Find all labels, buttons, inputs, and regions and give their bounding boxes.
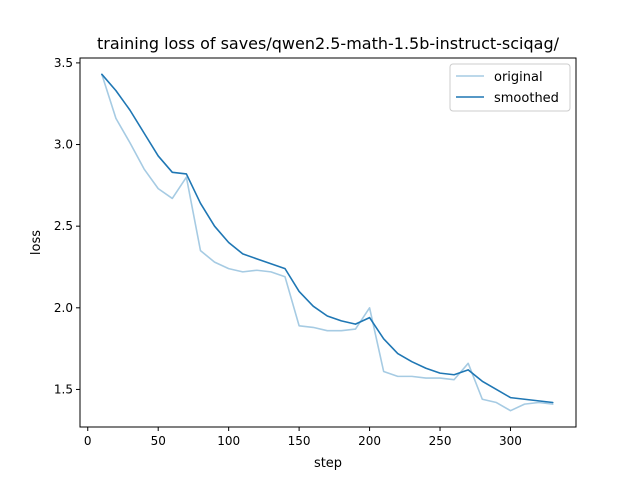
- series-line-original: [101, 73, 554, 412]
- data-point-original: [242, 271, 244, 273]
- data-point-smoothed: [171, 171, 173, 173]
- data-point-original: [284, 276, 286, 278]
- data-point-smoothed: [101, 73, 103, 75]
- y-tick-label: 3.5: [54, 56, 73, 70]
- data-point-smoothed: [397, 353, 399, 355]
- data-point-original: [228, 268, 230, 270]
- x-tick-label: 100: [217, 434, 240, 448]
- data-point-original: [552, 403, 554, 405]
- data-point-smoothed: [453, 374, 455, 376]
- y-tick-label: 3.0: [54, 138, 73, 152]
- data-point-smoothed: [228, 242, 230, 244]
- data-point-smoothed: [129, 109, 131, 111]
- plot-area: [80, 58, 576, 427]
- x-tick-label: 250: [429, 434, 452, 448]
- y-tick-label: 2.0: [54, 301, 73, 315]
- data-point-original: [425, 377, 427, 379]
- data-point-smoothed: [298, 291, 300, 293]
- data-point-original: [326, 330, 328, 332]
- data-point-smoothed: [383, 338, 385, 340]
- data-point-smoothed: [157, 155, 159, 157]
- x-tick-label: 150: [288, 434, 311, 448]
- data-point-original: [439, 377, 441, 379]
- data-point-original: [143, 168, 145, 170]
- x-tick-label: 200: [358, 434, 381, 448]
- data-point-smoothed: [200, 202, 202, 204]
- data-point-original: [481, 398, 483, 400]
- y-tick-label: 1.5: [54, 382, 73, 396]
- data-point-original: [369, 307, 371, 309]
- data-point-smoothed: [411, 361, 413, 363]
- x-tick-label: 0: [84, 434, 92, 448]
- data-point-smoothed: [340, 320, 342, 322]
- y-axis-label: loss: [29, 230, 44, 255]
- y-tick-label: 2.5: [54, 219, 73, 233]
- data-point-smoothed: [495, 389, 497, 391]
- data-point-original: [157, 188, 159, 190]
- legend-label-original: original: [494, 70, 543, 85]
- data-point-original: [453, 379, 455, 381]
- series-layer: [101, 73, 554, 412]
- data-point-original: [397, 375, 399, 377]
- data-point-original: [355, 328, 357, 330]
- data-point-smoothed: [369, 317, 371, 319]
- x-axis-label: step: [314, 456, 342, 471]
- data-point-smoothed: [185, 173, 187, 175]
- series-line-smoothed: [101, 73, 554, 404]
- data-point-original: [129, 142, 131, 144]
- x-axis-ticks: 0 50 100 150 200 250 300: [84, 427, 522, 448]
- legend: original smoothed: [449, 63, 571, 112]
- data-point-smoothed: [143, 132, 145, 134]
- data-point-smoothed: [481, 380, 483, 382]
- data-point-smoothed: [467, 369, 469, 371]
- data-point-smoothed: [270, 263, 272, 265]
- data-point-smoothed: [510, 397, 512, 399]
- data-point-smoothed: [284, 268, 286, 270]
- data-point-original: [524, 403, 526, 405]
- data-point-smoothed: [256, 258, 258, 260]
- data-point-original: [270, 271, 272, 273]
- data-point-original: [510, 410, 512, 412]
- data-point-original: [383, 371, 385, 373]
- data-point-original: [298, 325, 300, 327]
- data-point-original: [115, 118, 117, 120]
- chart-title: training loss of saves/qwen2.5-math-1.5b…: [97, 34, 560, 53]
- data-point-original: [467, 362, 469, 364]
- data-point-original: [200, 250, 202, 252]
- data-point-original: [312, 327, 314, 329]
- data-point-original: [171, 198, 173, 200]
- x-tick-label: 300: [499, 434, 522, 448]
- data-point-smoothed: [326, 315, 328, 317]
- data-point-smoothed: [524, 398, 526, 400]
- data-point-smoothed: [115, 90, 117, 92]
- data-point-smoothed: [552, 402, 554, 404]
- data-point-smoothed: [538, 400, 540, 402]
- data-point-smoothed: [355, 323, 357, 325]
- data-point-original: [214, 261, 216, 263]
- data-point-smoothed: [425, 367, 427, 369]
- legend-label-smoothed: smoothed: [494, 91, 559, 106]
- data-point-smoothed: [312, 305, 314, 307]
- plot-frame: [79, 57, 577, 428]
- data-point-original: [495, 402, 497, 404]
- data-point-original: [256, 269, 258, 271]
- data-point-smoothed: [242, 253, 244, 255]
- x-tick-label: 50: [151, 434, 166, 448]
- data-point-original: [340, 330, 342, 332]
- y-axis-ticks: 1.5 2.0 2.5 3.0 3.5: [54, 56, 80, 396]
- data-point-original: [538, 402, 540, 404]
- data-point-original: [411, 375, 413, 377]
- data-point-smoothed: [439, 372, 441, 374]
- data-point-smoothed: [214, 225, 216, 227]
